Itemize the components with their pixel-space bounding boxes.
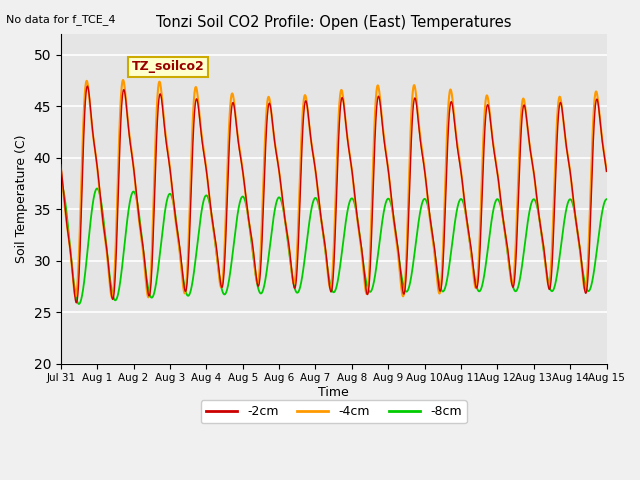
-2cm — [267, 103, 275, 109]
-4cm — [534, 201, 541, 207]
-8cm — [603, 196, 611, 202]
Title: Tonzi Soil CO2 Profile: Open (East) Temperatures: Tonzi Soil CO2 Profile: Open (East) Temp… — [156, 15, 511, 30]
-4cm — [120, 77, 127, 83]
-8cm — [152, 283, 159, 289]
Text: No data for f_TCE_4: No data for f_TCE_4 — [6, 14, 116, 25]
Line: -8cm: -8cm — [61, 184, 607, 304]
-4cm — [119, 77, 127, 83]
-2cm — [603, 168, 611, 174]
-8cm — [119, 254, 127, 260]
-4cm — [152, 130, 159, 135]
-4cm — [603, 168, 611, 174]
-2cm — [57, 162, 65, 168]
-8cm — [75, 301, 83, 307]
-8cm — [592, 254, 600, 260]
-2cm — [291, 285, 298, 290]
-2cm — [152, 158, 159, 164]
-2cm — [72, 300, 80, 306]
-4cm — [593, 89, 600, 95]
Text: TZ_soilco2: TZ_soilco2 — [132, 60, 204, 73]
-4cm — [291, 281, 298, 287]
-2cm — [120, 87, 127, 93]
-8cm — [57, 181, 65, 187]
-2cm — [534, 200, 541, 205]
Line: -2cm: -2cm — [61, 86, 607, 303]
-4cm — [57, 164, 65, 169]
-8cm — [533, 204, 541, 210]
-4cm — [108, 295, 116, 300]
-8cm — [266, 240, 274, 246]
-4cm — [267, 102, 275, 108]
Line: -4cm: -4cm — [61, 80, 607, 298]
-2cm — [593, 97, 600, 103]
Legend: -2cm, -4cm, -8cm: -2cm, -4cm, -8cm — [201, 400, 467, 423]
Y-axis label: Soil Temperature (C): Soil Temperature (C) — [15, 134, 28, 263]
-2cm — [83, 83, 91, 89]
-8cm — [290, 282, 298, 288]
X-axis label: Time: Time — [318, 386, 349, 399]
